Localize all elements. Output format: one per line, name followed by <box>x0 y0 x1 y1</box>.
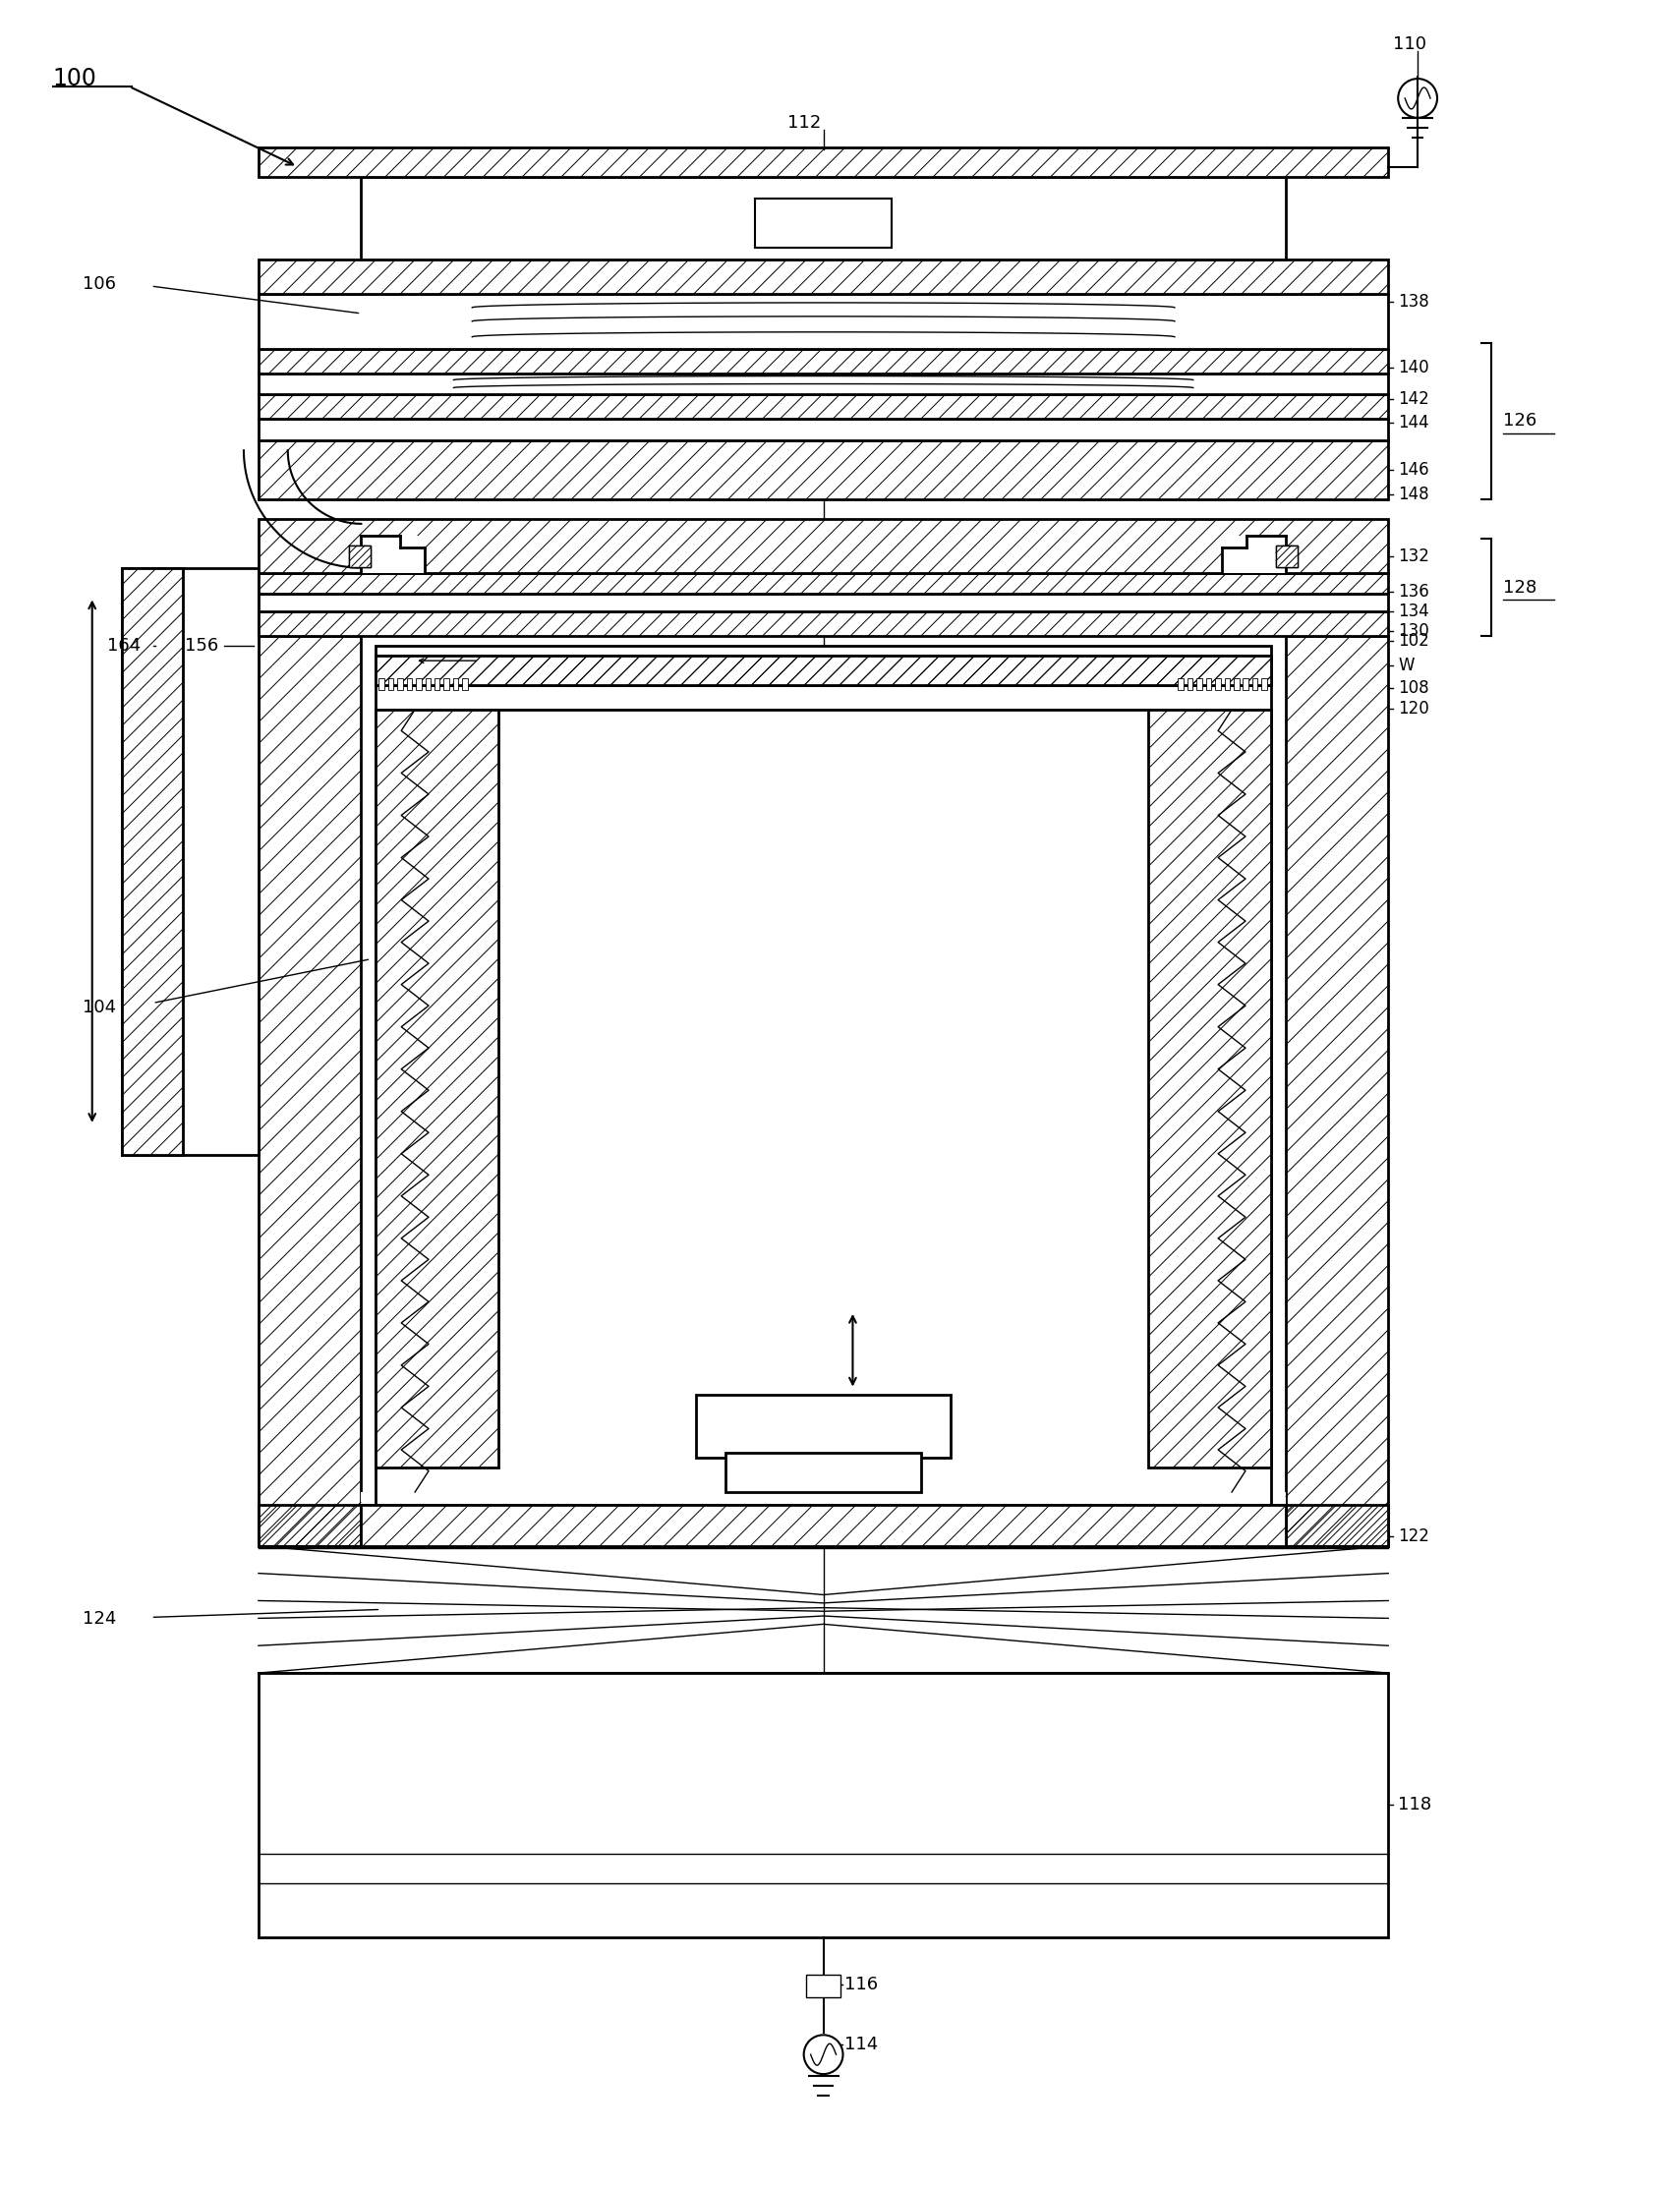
Text: 136: 136 <box>1398 584 1430 601</box>
Bar <box>1252 678 1258 691</box>
Bar <box>407 678 412 691</box>
Text: 140: 140 <box>1398 359 1430 376</box>
Bar <box>696 1395 951 1459</box>
Bar <box>259 1673 1388 1938</box>
Bar <box>1285 636 1388 1546</box>
Bar <box>259 394 1388 420</box>
Bar <box>1221 536 1285 573</box>
Text: 138: 138 <box>1398 293 1430 311</box>
Text: 128: 128 <box>1502 580 1537 597</box>
Bar <box>376 709 497 1467</box>
Text: 146: 146 <box>1398 461 1430 479</box>
Bar <box>259 293 1388 348</box>
Text: 148: 148 <box>1398 486 1430 503</box>
Bar <box>726 1452 921 1492</box>
Text: 106: 106 <box>82 276 116 293</box>
Text: 130: 130 <box>1398 623 1430 641</box>
Text: 118: 118 <box>1398 1796 1431 1813</box>
Bar <box>1149 709 1270 1467</box>
Text: 108: 108 <box>1398 680 1430 698</box>
Bar <box>361 1492 1285 1507</box>
Text: 124: 124 <box>82 1610 116 1627</box>
Bar <box>361 536 425 573</box>
Text: 164: 164 <box>108 636 141 654</box>
Bar <box>806 1975 840 1997</box>
Text: 134: 134 <box>1398 604 1430 621</box>
Bar <box>259 612 1388 636</box>
Bar <box>259 374 1388 394</box>
Bar <box>1188 678 1193 691</box>
Bar <box>376 656 1270 685</box>
Bar <box>388 678 393 691</box>
Text: 120: 120 <box>1398 700 1430 717</box>
Bar <box>462 678 467 691</box>
Text: 102: 102 <box>1398 632 1430 650</box>
Text: 110: 110 <box>1393 35 1426 52</box>
Bar <box>1215 678 1221 691</box>
Bar <box>259 348 1388 374</box>
Text: 114: 114 <box>845 2036 879 2054</box>
Bar <box>376 656 1270 685</box>
Bar <box>259 147 1388 177</box>
Bar <box>259 636 361 1546</box>
Bar <box>454 678 459 691</box>
Bar <box>1178 678 1183 691</box>
Bar <box>1275 545 1297 566</box>
Text: 116: 116 <box>845 1975 879 1992</box>
Bar <box>259 1507 1388 1546</box>
Text: 100: 100 <box>54 68 97 90</box>
Bar <box>121 569 183 1155</box>
Bar <box>1196 678 1201 691</box>
Bar <box>376 645 1270 709</box>
Text: 142: 142 <box>1398 391 1430 409</box>
Bar <box>1262 678 1267 691</box>
Text: 144: 144 <box>1398 413 1430 431</box>
Text: 112: 112 <box>786 114 820 131</box>
Text: 132: 132 <box>1398 547 1430 564</box>
Bar <box>259 518 1388 573</box>
Text: 104: 104 <box>82 999 116 1017</box>
Bar <box>1225 678 1230 691</box>
Text: W: W <box>1398 656 1415 674</box>
Bar <box>1243 678 1248 691</box>
Bar <box>361 1505 1285 1546</box>
Bar <box>1233 678 1240 691</box>
Bar <box>444 678 449 691</box>
Text: 126: 126 <box>1502 411 1537 431</box>
Bar <box>121 569 259 1155</box>
Bar <box>417 678 422 691</box>
Bar <box>349 545 371 566</box>
Text: 156: 156 <box>185 636 218 654</box>
Bar <box>378 678 385 691</box>
Bar <box>259 420 1388 440</box>
Bar <box>259 1505 1388 1546</box>
Bar <box>398 678 403 691</box>
Bar <box>259 260 1388 293</box>
Text: 122: 122 <box>1398 1527 1430 1544</box>
Bar <box>425 678 430 691</box>
Bar <box>1275 545 1297 566</box>
Bar <box>376 709 1270 1507</box>
Bar <box>1206 678 1211 691</box>
Bar <box>349 545 371 566</box>
Bar <box>259 573 1388 595</box>
Bar <box>754 199 892 247</box>
Bar <box>259 595 1388 612</box>
Bar <box>259 440 1388 499</box>
Bar <box>361 1505 1285 1546</box>
Bar <box>361 177 1285 260</box>
Bar <box>435 678 440 691</box>
